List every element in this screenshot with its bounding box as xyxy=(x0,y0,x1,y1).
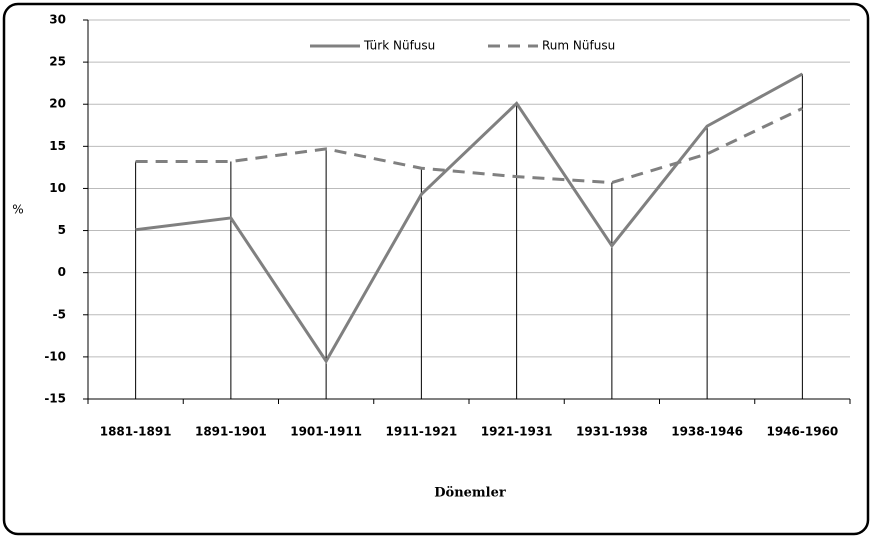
series-line xyxy=(135,107,804,185)
y-tick-label: 20 xyxy=(49,97,66,111)
x-tick-label: 1938-1946 xyxy=(671,425,743,439)
legend-label: Rum Nüfusu xyxy=(542,39,615,53)
y-axis-label: % xyxy=(12,203,23,217)
series-line xyxy=(135,72,804,364)
y-tick-label: 5 xyxy=(58,223,66,237)
y-tick-label: 25 xyxy=(49,55,66,69)
y-tick-label: -15 xyxy=(44,392,66,406)
x-tick-label: 1901-1911 xyxy=(290,425,362,439)
y-tick-label: 0 xyxy=(58,265,66,279)
y-tick-label: 10 xyxy=(49,181,66,195)
x-tick-label: 1881-1891 xyxy=(100,425,172,439)
y-tick-label: -10 xyxy=(44,349,66,363)
y-tick-label: 30 xyxy=(49,13,66,27)
y-tick-label: 15 xyxy=(49,139,66,153)
x-tick-label: 1946-1960 xyxy=(766,425,838,439)
legend-label: Türk Nüfusu xyxy=(363,39,435,53)
x-tick-label: 1891-1901 xyxy=(195,425,267,439)
x-axis-label: Dönemler xyxy=(434,486,506,501)
y-tick-label: -5 xyxy=(53,307,66,321)
x-tick-label: 1931-1938 xyxy=(576,425,648,439)
x-tick-label: 1921-1931 xyxy=(481,425,553,439)
x-tick-label: 1911-1921 xyxy=(385,425,457,439)
